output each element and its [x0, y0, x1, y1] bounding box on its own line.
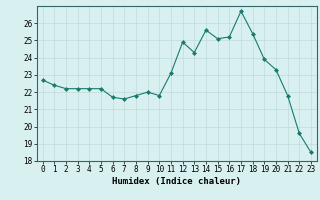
X-axis label: Humidex (Indice chaleur): Humidex (Indice chaleur): [112, 177, 241, 186]
